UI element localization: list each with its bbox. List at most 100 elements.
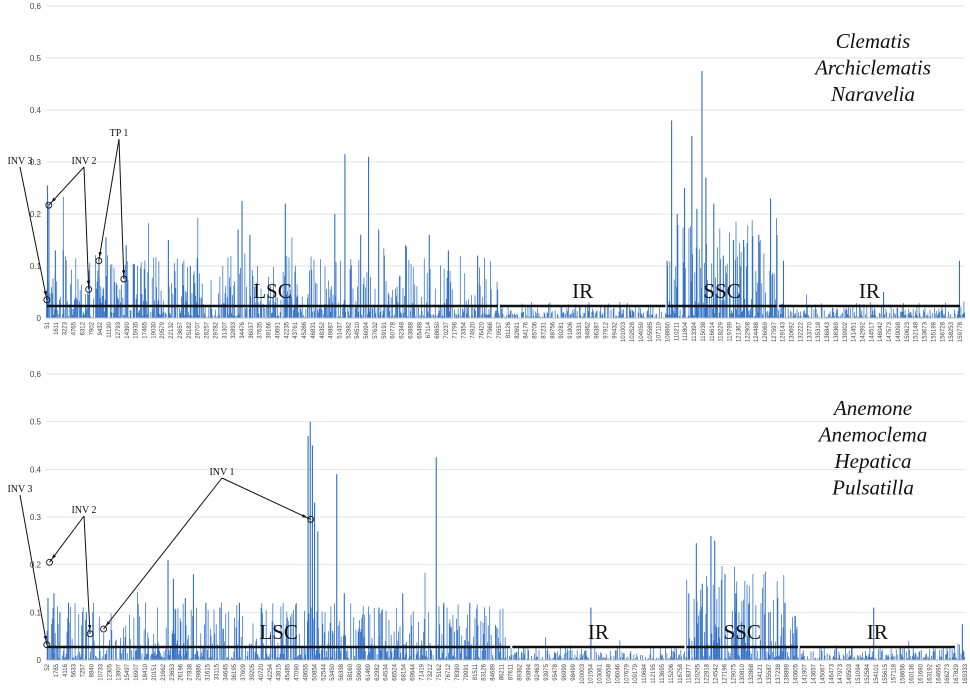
data-bar (316, 283, 318, 318)
data-bar (907, 314, 909, 318)
data-bar (596, 310, 598, 318)
peak-bar (314, 502, 316, 660)
x-tick-label: 70237 (444, 321, 450, 338)
genus-label: Clematis (836, 29, 911, 53)
data-bar (390, 649, 391, 660)
data-bar (683, 654, 685, 660)
data-bar (315, 282, 316, 318)
data-bar (594, 645, 596, 660)
data-bar (312, 311, 313, 318)
data-bar (223, 641, 225, 660)
data-bar (465, 300, 467, 318)
data-bar (831, 307, 833, 318)
x-tick-label: 107679 (624, 663, 630, 684)
data-bar (858, 655, 860, 660)
peak-bar (378, 229, 380, 318)
data-bar (777, 597, 779, 660)
x-tick-label: 93975 (544, 663, 550, 680)
data-bar (326, 289, 327, 318)
data-bar (468, 641, 469, 660)
data-bar (265, 305, 267, 318)
data-bar (193, 274, 194, 318)
data-bar (598, 656, 600, 660)
x-tick-label: 132868 (749, 663, 755, 684)
data-bar (395, 647, 396, 660)
data-bar (569, 314, 571, 318)
data-bar (354, 656, 355, 660)
data-bar (567, 648, 569, 660)
data-bar (356, 646, 358, 660)
arrowhead (121, 270, 126, 276)
data-bar (71, 309, 73, 318)
data-bar (300, 308, 302, 318)
data-bar (731, 610, 733, 660)
data-bar (773, 316, 774, 318)
x-tick-label: 58160 (348, 663, 354, 680)
data-bar (709, 655, 710, 660)
data-bar (217, 316, 219, 318)
data-bar (284, 276, 285, 318)
data-bar (264, 308, 266, 318)
data-bar (720, 657, 721, 660)
data-bar (59, 296, 61, 318)
data-bar (903, 646, 905, 660)
data-bar (500, 643, 502, 660)
data-bar (418, 621, 419, 660)
data-bar (276, 297, 278, 318)
peak-bar (47, 598, 49, 660)
data-bar (554, 310, 556, 318)
data-bar (837, 316, 839, 318)
data-bar (321, 310, 323, 318)
x-tick-label: 145067 (820, 663, 826, 684)
data-bar (620, 657, 621, 660)
data-bar (311, 269, 313, 318)
data-bar (901, 656, 903, 660)
x-tick-label: 130692 (790, 321, 796, 342)
x-tick-label: 163192 (927, 663, 933, 684)
data-bar (438, 606, 440, 660)
data-bar (904, 310, 906, 318)
x-tick-label: 90894 (526, 663, 532, 680)
data-bar (588, 302, 590, 318)
data-bar (440, 657, 441, 660)
data-bar (87, 629, 89, 660)
data-bar (846, 310, 848, 318)
data-bar (821, 650, 823, 660)
data-bar (256, 282, 258, 318)
data-bar (776, 235, 778, 318)
data-bar (605, 658, 607, 660)
x-tick-label: 71419 (419, 663, 425, 680)
data-bar (59, 299, 60, 318)
data-bar (74, 297, 76, 318)
data-bar (641, 314, 643, 318)
data-bar (328, 280, 330, 318)
data-bar (367, 655, 369, 660)
data-bar (859, 654, 861, 660)
data-bar (303, 315, 305, 318)
data-bar (879, 645, 881, 660)
data-bar (184, 655, 185, 660)
data-bar (450, 626, 452, 660)
data-bar (51, 624, 52, 660)
data-bar (261, 603, 263, 660)
arrowhead (51, 197, 56, 203)
x-tick-label: 157118 (892, 663, 898, 683)
data-bar (301, 657, 303, 660)
data-bar (910, 312, 912, 318)
data-bar (475, 649, 477, 660)
annotation-arrow (98, 138, 120, 261)
x-tick-label: 12305 (107, 663, 113, 680)
data-bar (293, 609, 294, 660)
data-bar (522, 658, 524, 660)
data-bar (78, 613, 80, 660)
data-bar (506, 315, 507, 318)
data-bar (924, 657, 926, 660)
data-bar (476, 608, 477, 660)
data-bar (218, 315, 220, 318)
data-bar (464, 639, 466, 660)
x-tick-label: 156728 (940, 321, 946, 342)
data-bar (237, 315, 238, 318)
data-bar (82, 316, 83, 318)
data-bar (65, 260, 67, 318)
x-tick-label: 23653 (170, 663, 176, 680)
